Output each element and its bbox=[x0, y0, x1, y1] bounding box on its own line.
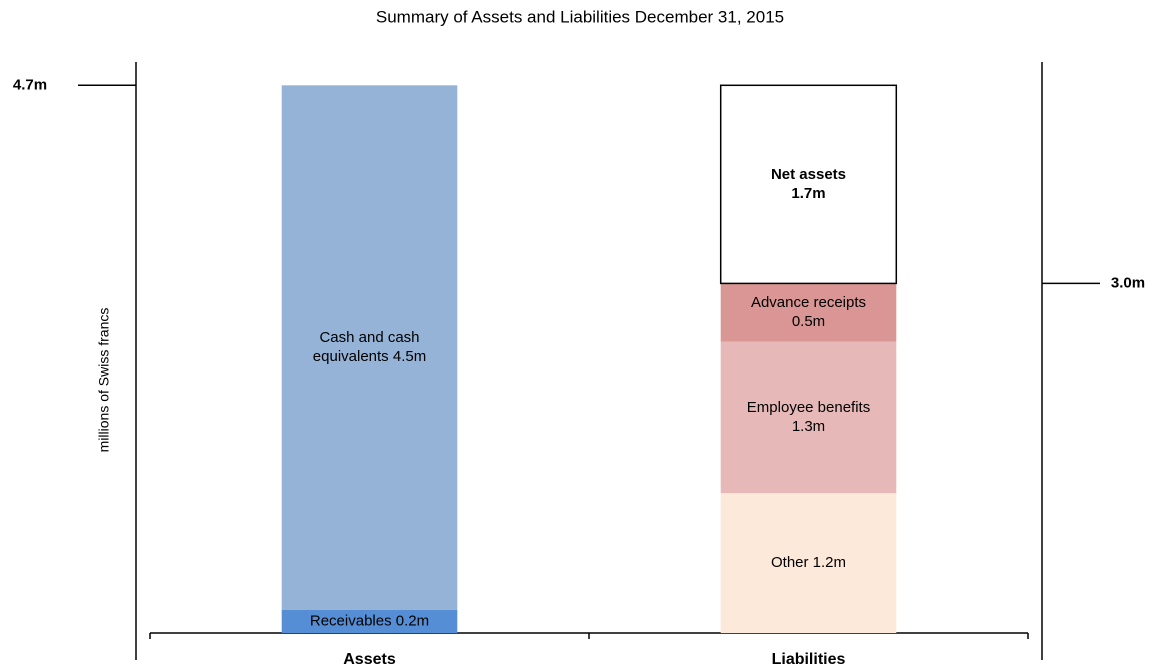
bar-segment bbox=[720, 493, 897, 633]
bar-segment bbox=[281, 609, 458, 633]
x-tick-label: Liabilities bbox=[772, 651, 846, 668]
data-label: Other 1.2m bbox=[771, 554, 846, 571]
data-label: Advance receipts 0.5m bbox=[751, 294, 866, 330]
data-label: Employee benefits 1.3m bbox=[747, 399, 870, 435]
data-label: Receivables 0.2m bbox=[310, 612, 429, 629]
y2-tick-label: 3.0m bbox=[1111, 274, 1145, 291]
chart-title: Summary of Assets and Liabilities Decemb… bbox=[376, 7, 784, 26]
y-axis-label: millions of Swiss francs bbox=[96, 308, 112, 453]
bar-segment bbox=[719, 84, 898, 285]
bar-segment bbox=[720, 283, 897, 342]
y-tick-label: 4.7m bbox=[13, 76, 47, 93]
data-label: Net assets 1.7m bbox=[771, 166, 846, 202]
x-tick-label: Assets bbox=[343, 651, 396, 668]
data-label: Cash and cash equivalents 4.5m bbox=[313, 329, 426, 365]
bar-segment bbox=[281, 85, 458, 610]
bar-segment bbox=[720, 341, 897, 494]
